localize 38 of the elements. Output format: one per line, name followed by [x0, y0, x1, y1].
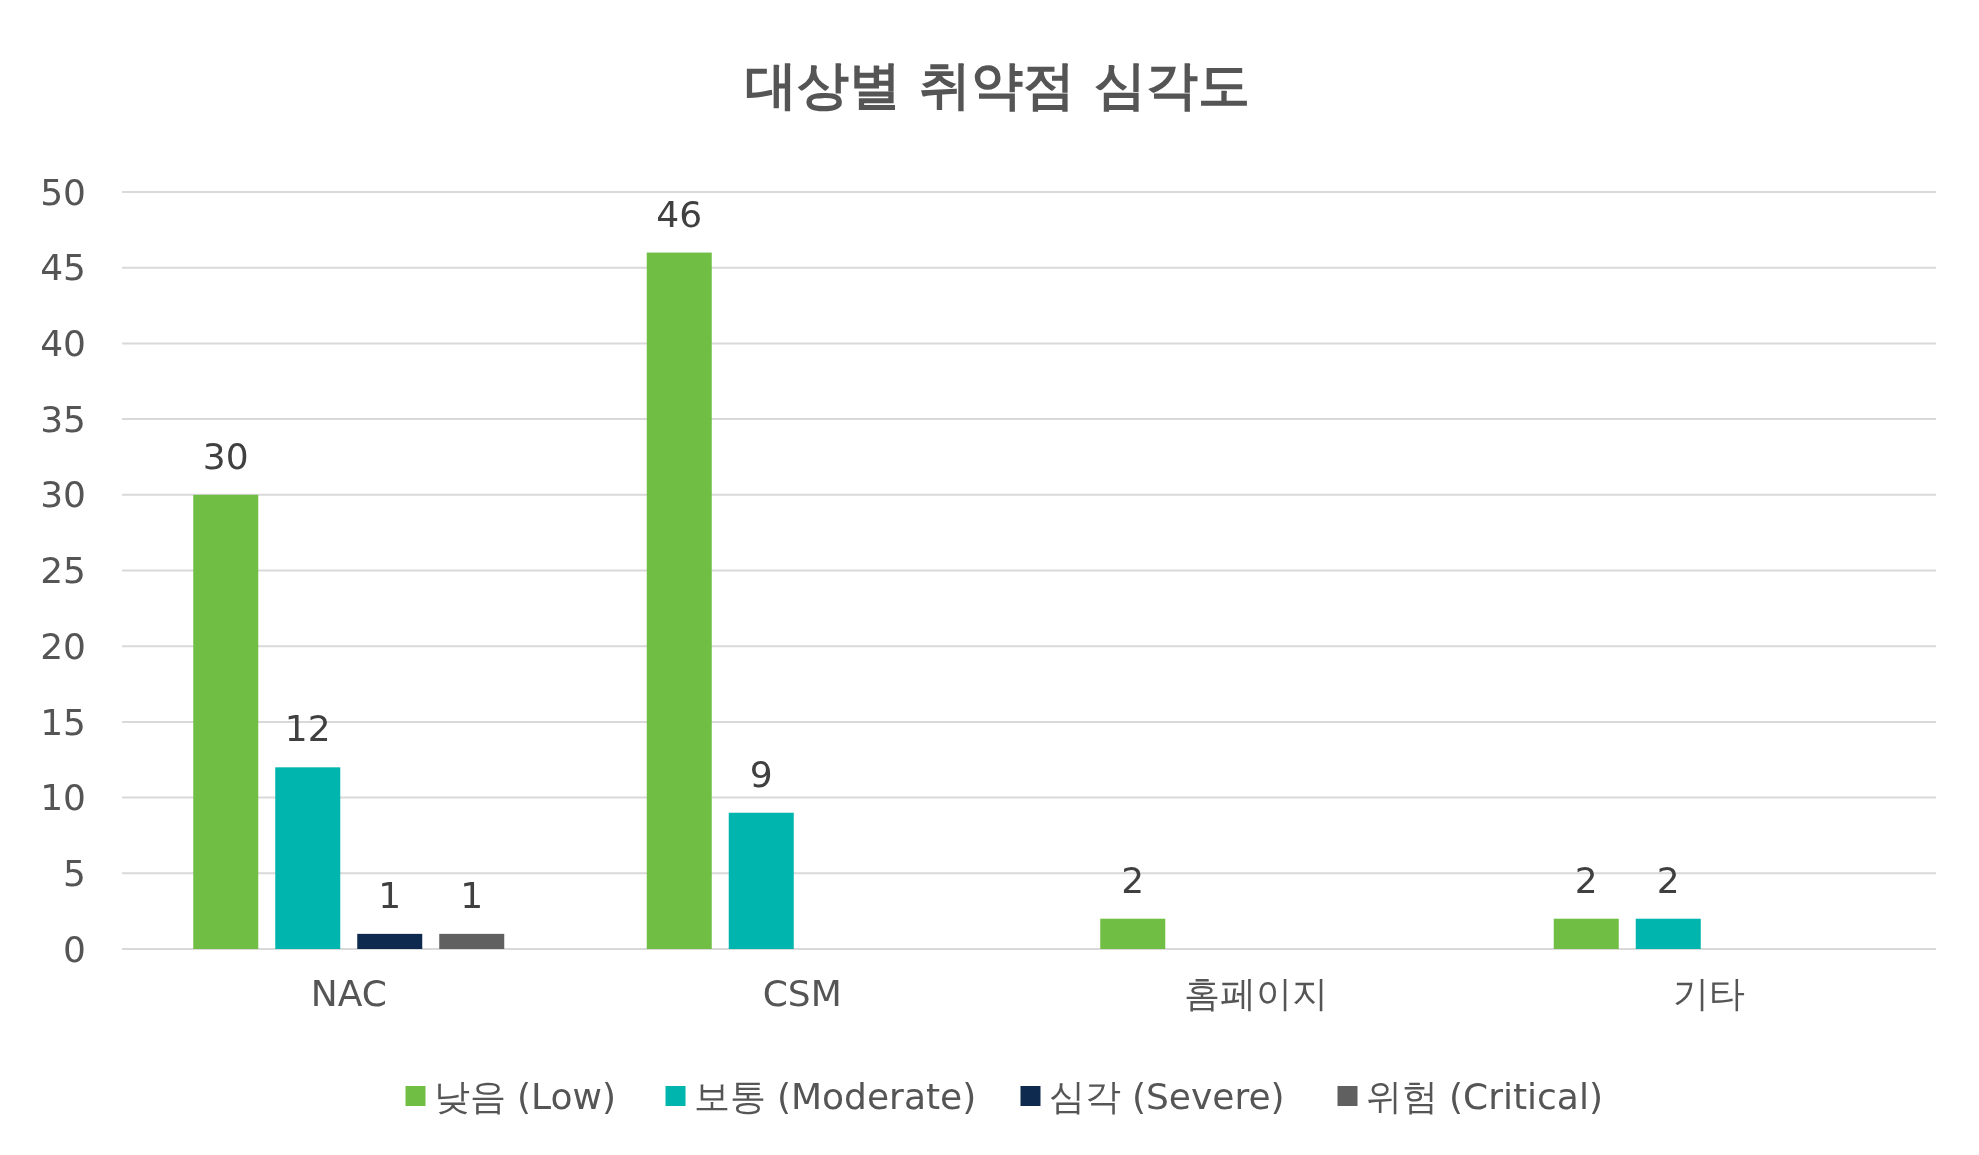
- y-tick-label: 50: [40, 171, 86, 213]
- data-label: 46: [656, 193, 703, 235]
- bar: [646, 252, 712, 949]
- bar: [275, 767, 341, 949]
- data-label: 2: [1121, 859, 1145, 901]
- bar: [1635, 918, 1701, 949]
- bar: [728, 812, 794, 949]
- bar: [357, 933, 423, 949]
- data-label: 9: [749, 753, 773, 795]
- data-label: 2: [1574, 859, 1598, 901]
- chart-title: 대상별 취약점 심각도: [745, 55, 1250, 115]
- legend-label: 심각 (Severe): [1048, 1075, 1285, 1117]
- y-tick-label: 45: [40, 247, 86, 289]
- data-label: 1: [460, 874, 484, 916]
- x-tick-label: 홈페이지: [1183, 973, 1328, 1014]
- data-label: 1: [378, 874, 402, 916]
- y-tick-label: 15: [40, 701, 86, 743]
- data-label: 12: [284, 708, 331, 750]
- y-tick-label: 25: [40, 550, 86, 592]
- x-tick-label: CSM: [762, 973, 842, 1014]
- bar: [1553, 918, 1619, 949]
- bar: [1100, 918, 1166, 949]
- x-tick-label: NAC: [310, 973, 387, 1014]
- legend-label: 보통 (Moderate): [693, 1075, 977, 1117]
- y-tick-label: 30: [40, 474, 86, 516]
- data-label: 2: [1656, 859, 1680, 901]
- x-tick-label: 기타: [1673, 973, 1746, 1014]
- y-tick-label: 0: [63, 928, 86, 970]
- data-label: 30: [202, 435, 249, 477]
- y-tick-label: 10: [40, 777, 86, 819]
- y-tick-label: 40: [40, 323, 86, 364]
- y-tick-label: 35: [40, 398, 86, 440]
- legend-label: 낮음 (Low): [433, 1075, 616, 1117]
- y-tick-label: 5: [63, 852, 86, 894]
- legend-label: 위험 (Critical): [1365, 1075, 1603, 1117]
- bar: [439, 933, 505, 949]
- y-tick-label: 20: [40, 625, 86, 667]
- bar: [193, 494, 259, 949]
